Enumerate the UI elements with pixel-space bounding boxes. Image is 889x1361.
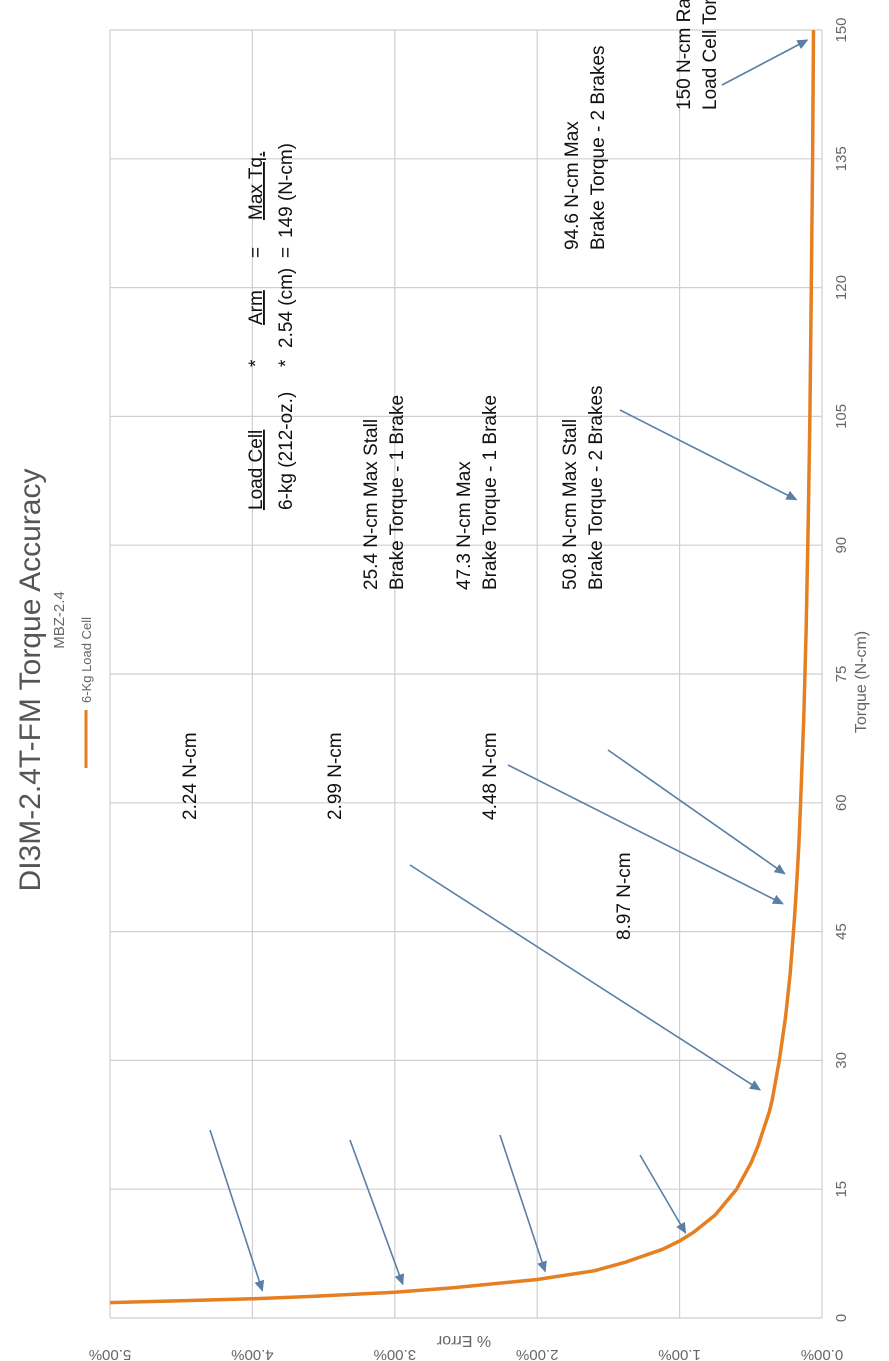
x-tick-label: 0: [833, 1314, 850, 1322]
x-tick-label: 60: [833, 794, 850, 811]
formula-header-term3: Max Tq.: [246, 152, 267, 220]
annotation-label: 94.6 N-cm Max Brake Torque - 2 Brakes: [562, 45, 609, 250]
series-line: [110, 30, 814, 1303]
formula-header-op1: *: [246, 359, 267, 367]
annotation-text: Brake Torque - 2 Brakes: [588, 45, 609, 250]
annotation-label: 150 N-cm Rated Load Cell Torque: [674, 0, 721, 110]
x-tick-label: 150: [833, 17, 850, 42]
x-tick-label: 45: [833, 923, 850, 940]
y-tick-label: 1.00%: [658, 1346, 701, 1361]
annotation-arrow: [410, 865, 760, 1090]
series-layer: [110, 30, 814, 1303]
annotation-text: 2.99 N-cm: [325, 732, 346, 820]
formula-row-op1: *: [276, 359, 297, 367]
annotation-label: 47.3 N-cm Max Brake Torque - 1 Brake: [454, 395, 501, 590]
x-tick-label: 75: [833, 666, 850, 683]
annotation-text: 2.24 N-cm: [180, 732, 201, 820]
formula-header-term2: Arm: [246, 290, 267, 325]
y-tick-label: 0.00%: [801, 1346, 844, 1361]
annotation-arrow: [508, 765, 783, 904]
annotation-text: Load Cell Torque: [700, 0, 721, 110]
y-tick-label: 3.00%: [374, 1346, 417, 1361]
annotation-text: Brake Torque - 1 Brake: [480, 395, 501, 590]
annotation-text: Brake Torque - 1 Brake: [387, 395, 408, 590]
grid-layer: [110, 30, 822, 1318]
annotation-text: 150 N-cm Rated: [674, 0, 695, 110]
annotation-arrow: [722, 40, 807, 85]
x-tick-label: 30: [833, 1052, 850, 1069]
annotation-text: 94.6 N-cm Max: [562, 121, 583, 250]
formula-row-term3: 149 (N-cm): [276, 143, 297, 238]
legend-label: 6-Kg Load Cell: [79, 617, 94, 703]
y-tick-label: 5.00%: [89, 1346, 132, 1361]
formula-row-term2: 2.54 (cm): [276, 268, 297, 348]
annotation-arrow: [640, 1155, 686, 1233]
annotation-text: 8.97 N-cm: [614, 852, 635, 940]
formula-row-op2: =: [276, 247, 297, 258]
y-tick-label: 4.00%: [231, 1346, 274, 1361]
annotation-text: Brake Torque - 2 Brakes: [586, 385, 607, 590]
formula-header-term1: Load Cell: [246, 430, 267, 510]
tick-layer: 0 15 30 45 60 75 90 105 120 135 150 0.00% 1.00% 2.00%…: [89, 17, 850, 1361]
annotation-text: 50.8 N-cm Max Stall: [560, 419, 581, 590]
x-tick-label: 15: [833, 1181, 850, 1198]
x-tick-label: 90: [833, 537, 850, 554]
chart-subtitle: MBZ-2.4: [51, 591, 68, 649]
x-tick-label: 105: [833, 404, 850, 429]
annotation-text: 47.3 N-cm Max: [454, 461, 475, 590]
annotation-text: 25.4 N-cm Max Stall: [361, 419, 382, 590]
annotation-label: 4.48 N-cm: [480, 732, 501, 820]
chart-title: DI3M-2.4T-FM Torque Accuracy: [14, 469, 47, 892]
annotation-layer: 2.24 N-cm 2.99 N-cm 4.48 N-cm 8.97 N-cm 25.4…: [180, 0, 807, 1291]
x-tick-label: 135: [833, 146, 850, 171]
formula-block: Load Cell * Arm = Max Tq. 6-kg (212-oz.)…: [246, 143, 297, 510]
formula-header-op2: =: [246, 247, 267, 258]
x-axis-label: Torque (N-cm): [853, 631, 870, 733]
annotation-arrow: [620, 410, 796, 500]
annotation-arrow: [500, 1135, 545, 1272]
annotation-label: 8.97 N-cm: [614, 852, 635, 940]
annotation-text: 4.48 N-cm: [480, 732, 501, 820]
annotation-label: 25.4 N-cm Max Stall Brake Torque - 1 Brak…: [361, 395, 408, 590]
annotation-arrow: [210, 1130, 262, 1291]
y-axis-label: % Error: [436, 1332, 491, 1349]
y-tick-label: 2.00%: [516, 1346, 559, 1361]
annotation-label: 2.24 N-cm: [180, 732, 201, 820]
formula-row-term1: 6-kg (212-oz.): [276, 392, 297, 510]
annotation-label: 2.99 N-cm: [325, 732, 346, 820]
x-tick-label: 120: [833, 275, 850, 300]
